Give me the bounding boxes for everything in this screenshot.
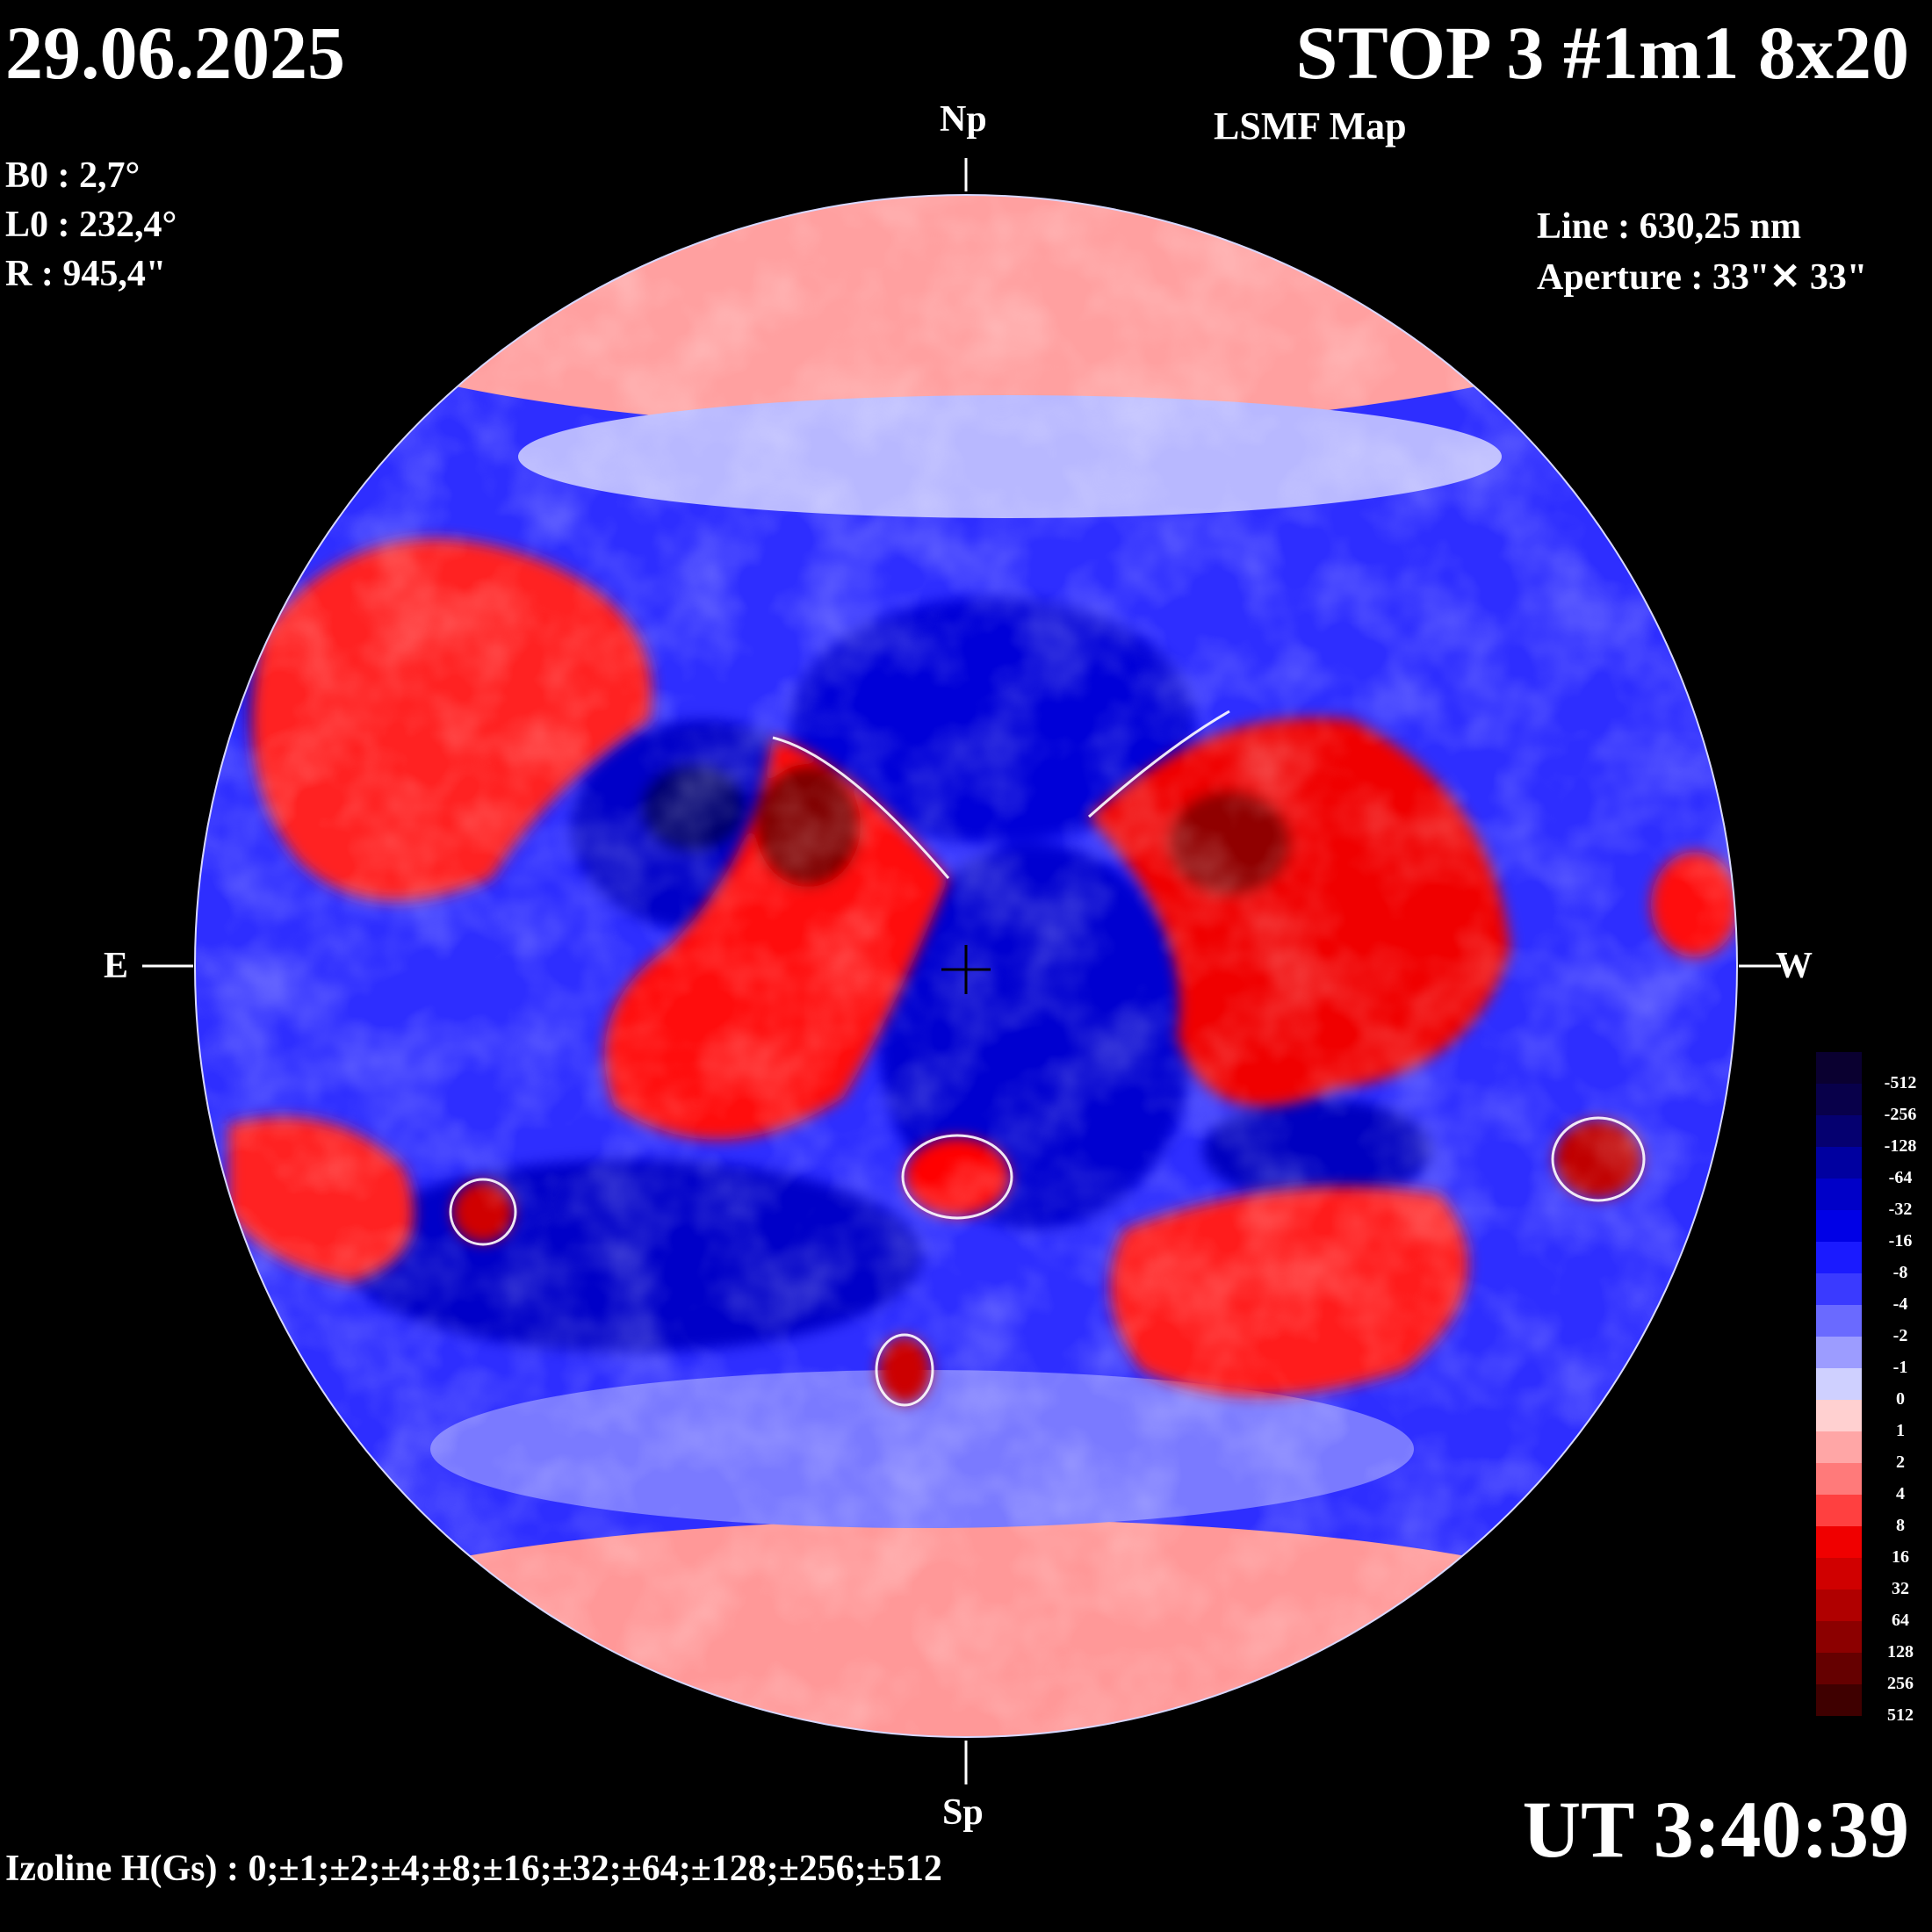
south-label: Sp — [942, 1792, 984, 1833]
aperture: Aperture : 33"✕ 33" — [1537, 257, 1868, 298]
colorbar-label: 2 — [1896, 1453, 1905, 1472]
colorbar-label: 32 — [1892, 1579, 1909, 1598]
west-label: W — [1776, 946, 1813, 986]
map-title: STOP 3 #1m1 8x20 — [1295, 11, 1909, 95]
colorbar-swatch — [1816, 1115, 1862, 1147]
colorbar-swatch — [1816, 1242, 1862, 1273]
colorbar-label: -16 — [1888, 1231, 1913, 1251]
colorbar-swatch — [1816, 1147, 1862, 1179]
north-label: Np — [940, 99, 987, 140]
colorbar-label: 1 — [1896, 1421, 1905, 1440]
colorbar-swatch — [1816, 1052, 1862, 1084]
param-l0: L0 : 232,4° — [5, 205, 177, 245]
colorbar-label: -2 — [1892, 1326, 1908, 1345]
colorbar-label: -8 — [1892, 1263, 1908, 1282]
colorbar-swatch — [1816, 1653, 1862, 1684]
colorbar-label: 64 — [1892, 1611, 1909, 1630]
colorbar-label: 512 — [1887, 1705, 1914, 1725]
param-b0: B0 : 2,7° — [5, 155, 141, 196]
param-radius: R : 945,4" — [5, 254, 167, 294]
colorbar-label: -64 — [1888, 1168, 1913, 1187]
colorbar-swatch — [1816, 1621, 1862, 1653]
colorbar-swatch — [1816, 1590, 1862, 1621]
colorbar-swatch — [1816, 1084, 1862, 1115]
colorbar-label: 256 — [1887, 1674, 1914, 1693]
colorbar-label: -128 — [1884, 1136, 1917, 1156]
colorbar-swatch — [1816, 1558, 1862, 1590]
colorbar-swatch — [1816, 1526, 1862, 1558]
east-label: E — [104, 946, 129, 986]
observation-date: 29.06.2025 — [5, 11, 345, 95]
colorbar-label: 16 — [1892, 1547, 1909, 1567]
colorbar-label: 0 — [1896, 1389, 1905, 1409]
colorbar-swatch — [1816, 1463, 1862, 1495]
colorbar-label: 8 — [1896, 1516, 1905, 1535]
colorbar-label: -512 — [1884, 1073, 1917, 1092]
colorbar-label: -4 — [1892, 1294, 1908, 1314]
colorbar-swatch — [1816, 1684, 1862, 1716]
colorbar-swatch — [1816, 1495, 1862, 1526]
colorbar-swatch — [1816, 1431, 1862, 1463]
colorbar-label: 128 — [1887, 1642, 1914, 1662]
colorbar-label: -1 — [1892, 1358, 1908, 1377]
isoline-legend: Izoline H(Gs) : 0;±1;±2;±4;±8;±16;±32;±6… — [5, 1849, 942, 1889]
colorbar-label: -32 — [1888, 1200, 1913, 1219]
colorbar-swatch — [1816, 1305, 1862, 1337]
colorbar-swatch — [1816, 1337, 1862, 1368]
colorbar-label: 4 — [1896, 1484, 1905, 1503]
map-subtitle: LSMF Map — [1214, 105, 1407, 148]
spectral-line: Line : 630,25 nm — [1537, 206, 1802, 247]
colorbar-label: -256 — [1884, 1105, 1917, 1124]
colorbar-swatch — [1816, 1400, 1862, 1431]
colorbar-swatch — [1816, 1210, 1862, 1242]
colorbar — [1816, 1052, 1862, 1716]
colorbar-swatch — [1816, 1179, 1862, 1210]
observation-time: UT 3:40:39 — [1522, 1784, 1909, 1874]
colorbar-swatch — [1816, 1273, 1862, 1305]
colorbar-swatch — [1816, 1368, 1862, 1400]
